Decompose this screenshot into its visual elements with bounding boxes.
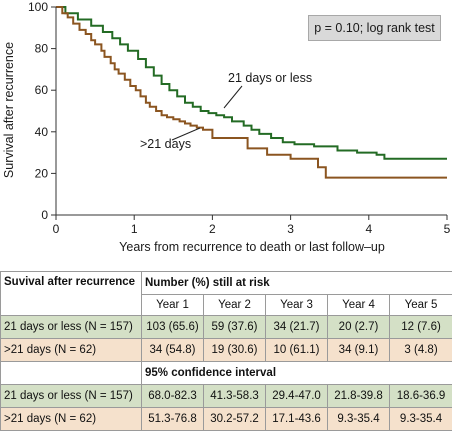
ci-header: 95% confidence interval — [142, 362, 452, 385]
row-label: >21 days (N = 62) — [1, 339, 142, 362]
year-header: Year 3 — [266, 295, 328, 316]
risk-cell: 10 (61.1) — [266, 339, 328, 362]
y-tick-label: 20 — [35, 166, 49, 180]
risk-cell: 34 (9.1) — [328, 339, 390, 362]
ci-cell: 21.8-39.8 — [328, 385, 390, 408]
ci-cell: 41.3-58.3 — [204, 385, 266, 408]
row-label: >21 days (N = 62) — [1, 408, 142, 431]
risk-table: Suvival after recurrence Number (%) stil… — [0, 271, 452, 431]
ci-cell: 51.3-76.8 — [142, 408, 204, 431]
x-tick-label: 5 — [444, 222, 451, 236]
risk-cell: 20 (2.7) — [328, 316, 390, 339]
ci-cell: 9.3-35.4 — [328, 408, 390, 431]
table-corner-header: Suvival after recurrence — [1, 272, 142, 316]
risk-cell: 34 (21.7) — [266, 316, 328, 339]
risk-cell: 59 (37.6) — [204, 316, 266, 339]
annotation-21-days-or-less-pointer — [224, 86, 242, 108]
y-tick-label: 60 — [35, 83, 49, 97]
ci-cell: 9.3-35.4 — [390, 408, 452, 431]
risk-cell: 12 (7.6) — [390, 316, 452, 339]
table-row: 21 days or less (N = 157) 68.0-82.3 41.3… — [1, 385, 452, 408]
row-label: 21 days or less (N = 157) — [1, 316, 142, 339]
ci-header-spacer — [1, 362, 142, 385]
annotation-21-days-or-less: 21 days or less — [228, 71, 312, 85]
y-tick-label: 100 — [28, 0, 48, 14]
x-ticks: 0 1 2 3 4 5 — [53, 215, 451, 236]
x-tick-label: 1 — [131, 222, 138, 236]
year-header: Year 1 — [142, 295, 204, 316]
risk-cell: 34 (54.8) — [142, 339, 204, 362]
risk-cell: 3 (4.8) — [390, 339, 452, 362]
p-value-box: p = 0.10; log rank test — [308, 15, 441, 41]
x-tick-label: 3 — [287, 222, 294, 236]
ci-cell: 18.6-36.9 — [390, 385, 452, 408]
ci-cell: 29.4-47.0 — [266, 385, 328, 408]
risk-header: Number (%) still at risk — [142, 272, 452, 295]
x-axis-label: Years from recurrence to death or last f… — [119, 240, 385, 254]
row-label: 21 days or less (N = 157) — [1, 385, 142, 408]
ci-cell: 30.2-57.2 — [204, 408, 266, 431]
risk-cell: 19 (30.6) — [204, 339, 266, 362]
ci-cell: 17.1-43.6 — [266, 408, 328, 431]
y-axis-label: Survival after recurrence — [2, 42, 16, 178]
table-row: >21 days (N = 62) 51.3-76.8 30.2-57.2 17… — [1, 408, 452, 431]
table-row: >21 days (N = 62) 34 (54.8) 19 (30.6) 10… — [1, 339, 452, 362]
table-row: 21 days or less (N = 157) 103 (65.6) 59 … — [1, 316, 452, 339]
year-header: Year 5 — [390, 295, 452, 316]
y-tick-label: 0 — [41, 208, 48, 222]
year-header: Year 4 — [328, 295, 390, 316]
year-header: Year 2 — [204, 295, 266, 316]
y-ticks: 0 20 40 60 80 100 — [28, 0, 56, 222]
x-tick-label: 2 — [209, 222, 216, 236]
risk-cell: 103 (65.6) — [142, 316, 204, 339]
y-tick-label: 80 — [35, 42, 49, 56]
ci-cell: 68.0-82.3 — [142, 385, 204, 408]
x-tick-label: 0 — [53, 222, 60, 236]
annotation-over-21-days: >21 days — [140, 137, 191, 151]
x-tick-label: 4 — [365, 222, 372, 236]
y-tick-label: 40 — [35, 125, 49, 139]
